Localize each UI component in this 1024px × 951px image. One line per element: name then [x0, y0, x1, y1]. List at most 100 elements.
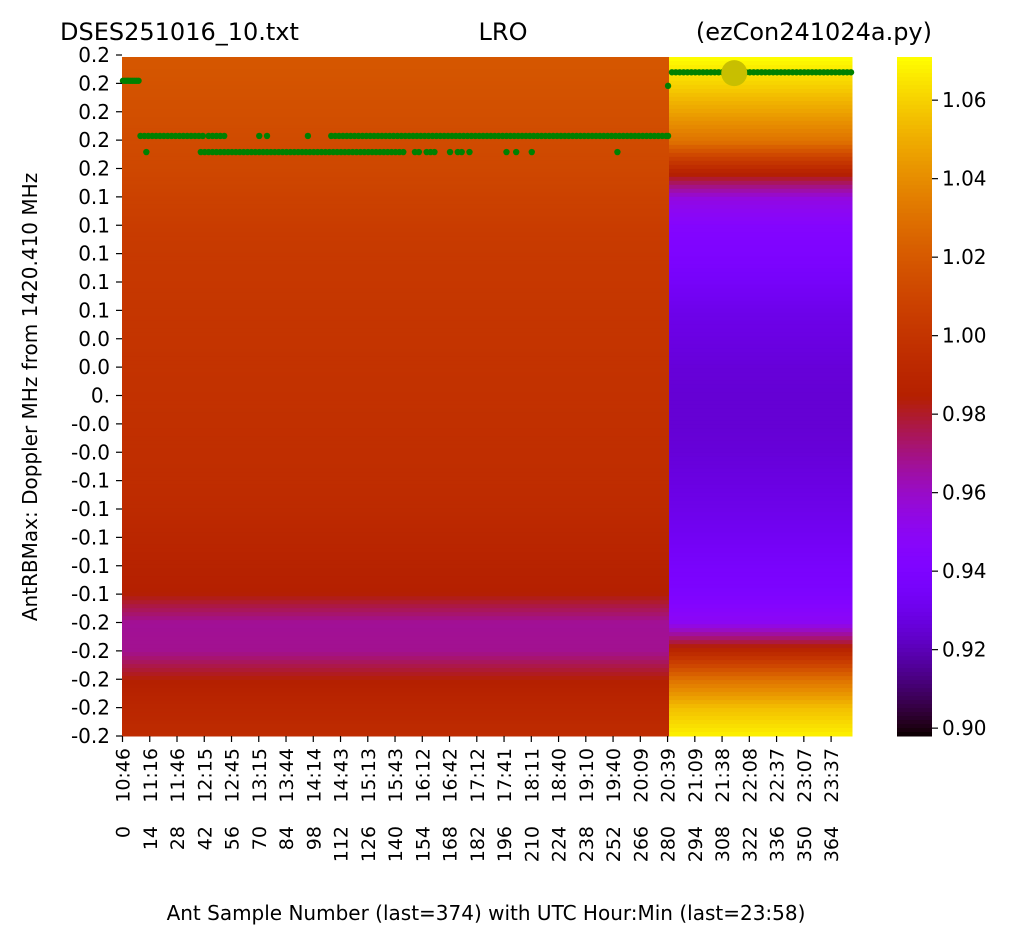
- heatmap-cell: [122, 320, 670, 326]
- heatmap-cell: [669, 528, 853, 533]
- heatmap-cell: [669, 544, 853, 549]
- heatmap-cell: [669, 520, 853, 525]
- x-tick-time-label: 12:15: [194, 748, 216, 803]
- heatmap-cell: [669, 484, 853, 489]
- heatmap-cell: [669, 64, 853, 70]
- heatmap-cell: [122, 552, 670, 557]
- heatmap-cell: [122, 188, 670, 194]
- colorbar-segment: [897, 400, 932, 405]
- heatmap-cell: [122, 684, 670, 689]
- heatmap-cell: [669, 704, 853, 709]
- heatmap-cell: [669, 296, 853, 302]
- heatmap-cell: [122, 360, 670, 366]
- heatmap-cell: [669, 228, 853, 234]
- colorbar-segment: [897, 212, 932, 218]
- colorbar-segment: [897, 360, 932, 366]
- heatmap-cell: [122, 164, 670, 170]
- colorbar-segment: [897, 96, 932, 102]
- heatmap-cell: [669, 80, 853, 86]
- heatmap-cell: [122, 240, 670, 246]
- heatmap-cell: [669, 444, 853, 449]
- y-axis: 0.2 0.2 0.2 0.2 0.2 0.1 0.1 0.1 0.1 0.1 0.0 0.0 0. -0…: [71, 43, 122, 748]
- colorbar-segment: [897, 104, 932, 110]
- heatmap-cell: [669, 664, 853, 669]
- x-tick-time-label: 16:42: [440, 748, 462, 803]
- x-tick-time-label: 15:13: [358, 748, 380, 803]
- heatmap-cell: [669, 360, 853, 366]
- heatmap-cell: [122, 340, 670, 346]
- heatmap-cell: [669, 332, 853, 338]
- heatmap-cell: [122, 316, 670, 322]
- heatmap-cell: [669, 608, 853, 613]
- x-tick-number-label: 112: [331, 826, 353, 862]
- max-point: [614, 148, 621, 156]
- heatmap-cell: [122, 344, 670, 350]
- colorbar-segment: [897, 252, 932, 258]
- y-tick-label: -0.1: [71, 554, 110, 578]
- heatmap-cell: [122, 712, 670, 717]
- heatmap-cell: [669, 412, 853, 417]
- heatmap-cell: [669, 564, 853, 569]
- heatmap-cell: [669, 656, 853, 661]
- heatmap-cell: [669, 732, 853, 737]
- heatmap-cell: [122, 628, 670, 633]
- colorbar-segment: [897, 600, 932, 605]
- heatmap-cell: [669, 328, 853, 334]
- heatmap-cell: [122, 292, 670, 298]
- x-tick-time-label: 13:44: [276, 748, 298, 803]
- heatmap-cell: [122, 472, 670, 477]
- colorbar-segment: [897, 316, 932, 322]
- heatmap-cell: [669, 176, 853, 182]
- colorbar-segment: [897, 456, 932, 461]
- colorbar-segment: [897, 352, 932, 358]
- colorbar-segment: [897, 300, 932, 306]
- heatmap-cell: [669, 188, 853, 194]
- colorbar-segment: [897, 120, 932, 126]
- heatmap-cell: [669, 344, 853, 350]
- heatmap-cell: [669, 496, 853, 501]
- heatmap-cell: [669, 692, 853, 697]
- heatmap-cell: [122, 252, 670, 258]
- heatmap-cell: [669, 468, 853, 473]
- max-point: [304, 132, 312, 140]
- colorbar-segment: [897, 384, 932, 390]
- heatmap-cell: [669, 284, 853, 290]
- heatmap-cell: [669, 724, 853, 729]
- colorbar-segment: [897, 80, 932, 86]
- colorbar-segment: [897, 164, 932, 170]
- max-point: [263, 132, 271, 140]
- y-tick-label: 0.2: [78, 157, 110, 181]
- heatmap-cell: [669, 140, 853, 146]
- max-point: [256, 132, 263, 140]
- colorbar-tick-label: 0.92: [942, 638, 987, 662]
- heatmap-cell: [669, 108, 853, 114]
- heatmap-cell: [122, 88, 670, 94]
- heatmap-cell: [669, 308, 853, 314]
- colorbar-segment: [897, 256, 932, 262]
- heatmap-cell: [669, 300, 853, 306]
- heatmap-cell: [122, 668, 670, 673]
- heatmap-cell: [669, 372, 853, 378]
- colorbar-segment: [897, 320, 932, 326]
- heatmap-cell: [122, 172, 670, 178]
- y-tick-label: 0.2: [78, 128, 110, 152]
- colorbar-segment: [897, 708, 932, 713]
- colorbar-segment: [897, 372, 932, 378]
- colorbar-segment: [897, 544, 932, 549]
- heatmap-cell: [122, 236, 670, 242]
- colorbar-segment: [897, 348, 932, 354]
- colorbar-segment: [897, 112, 932, 118]
- heatmap-cell: [122, 140, 670, 146]
- heatmap-cell: [122, 196, 670, 202]
- colorbar-segment: [897, 232, 932, 238]
- heatmap-cell: [669, 57, 853, 62]
- heatmap-cell: [669, 532, 853, 537]
- colorbar-segment: [897, 580, 932, 585]
- heatmap-cell: [669, 560, 853, 565]
- y-tick-label: -0.1: [71, 582, 110, 606]
- heatmap-cell: [122, 468, 670, 473]
- heatmap-cell: [669, 364, 853, 370]
- y-tick-label: 0.2: [78, 43, 110, 67]
- heatmap-cell: [122, 57, 670, 62]
- x-tick-time-label: 19:10: [576, 748, 598, 803]
